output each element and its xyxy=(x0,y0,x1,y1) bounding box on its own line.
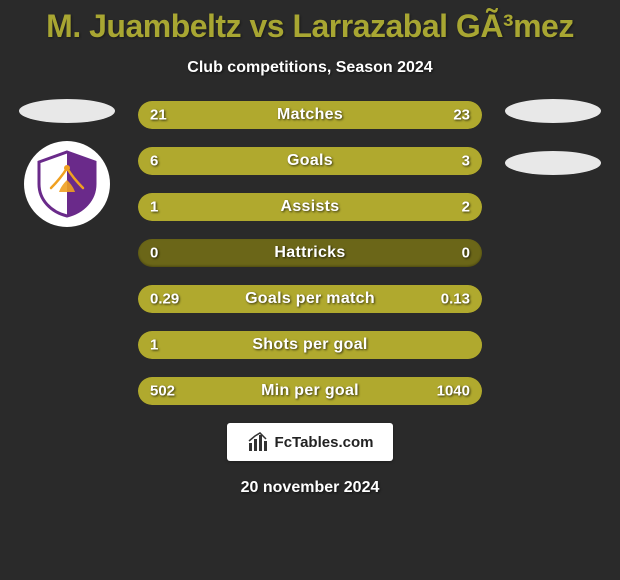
stat-label: Min per goal xyxy=(138,382,482,400)
stat-bar: Assists1 2 xyxy=(138,193,482,221)
comparison-content: Matches2123Goals63Assists12Hattricks00Go… xyxy=(0,99,620,405)
stat-value-right: 0.13 xyxy=(441,291,470,308)
stat-value-right: 1040 xyxy=(437,383,470,400)
club-badge xyxy=(24,141,110,227)
source-brand-badge: FcTables.com xyxy=(227,423,393,461)
source-brand-text: FcTables.com xyxy=(275,434,374,451)
club-badge-placeholder xyxy=(505,151,601,175)
left-player-column xyxy=(12,99,122,227)
stat-value-right: 0 xyxy=(462,245,470,262)
stat-label: Hattricks xyxy=(138,244,482,262)
club-crest-icon xyxy=(31,148,103,220)
player-photo-placeholder xyxy=(19,99,115,123)
stat-bar: Hattricks0 0 xyxy=(138,239,482,267)
stat-bars-container: Matches2123Goals63Assists12Hattricks00Go… xyxy=(138,99,482,405)
stat-value-right: 23 xyxy=(453,107,470,124)
stat-value-left: 1 xyxy=(150,337,158,354)
stat-value-left: 502 xyxy=(150,383,175,400)
stat-label: Shots per goal xyxy=(138,336,482,354)
stat-value-left: 0.29 xyxy=(150,291,179,308)
stat-bar: Shots per goal1 xyxy=(138,331,482,359)
player-photo-placeholder xyxy=(505,99,601,123)
stat-value-left: 0 xyxy=(150,245,158,262)
stat-label: Goals xyxy=(138,152,482,170)
footer-date: 20 november 2024 xyxy=(0,479,620,497)
stat-value-left: 21 xyxy=(150,107,167,124)
stat-label: Assists xyxy=(138,198,482,216)
chart-icon xyxy=(247,431,269,453)
stat-bar: Matches21 23 xyxy=(138,101,482,129)
stat-label: Matches xyxy=(138,106,482,124)
stat-bar: Goals6 3 xyxy=(138,147,482,175)
stat-value-right: 3 xyxy=(462,153,470,170)
right-player-column xyxy=(498,99,608,189)
comparison-title: M. Juambeltz vs Larrazabal GÃ³mez xyxy=(0,0,620,45)
stat-bar: Goals per match0.29 0.13 xyxy=(138,285,482,313)
stat-value-left: 6 xyxy=(150,153,158,170)
stat-bar: Min per goal502 1040 xyxy=(138,377,482,405)
comparison-subtitle: Club competitions, Season 2024 xyxy=(0,59,620,77)
stat-value-right: 2 xyxy=(462,199,470,216)
stat-label: Goals per match xyxy=(138,290,482,308)
stat-value-left: 1 xyxy=(150,199,158,216)
